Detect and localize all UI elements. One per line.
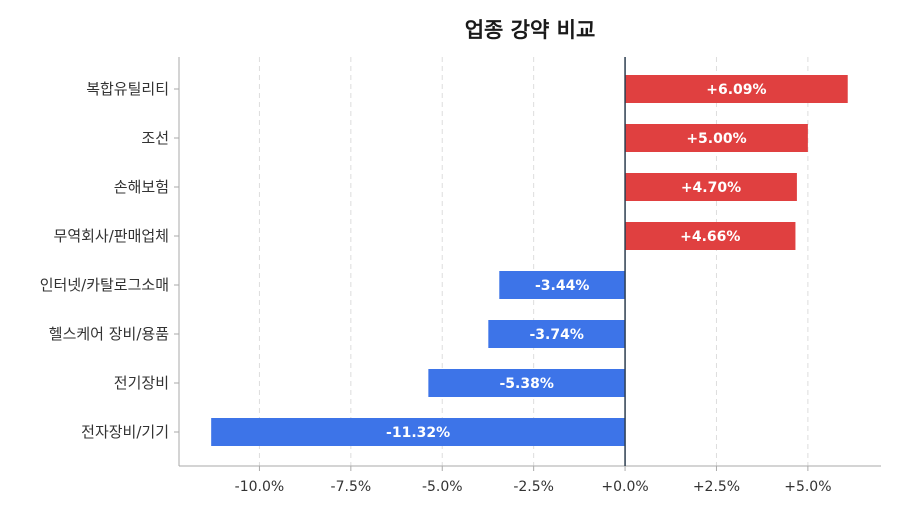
category-label: 인터넷/카탈로그소매	[40, 276, 169, 294]
chart-title: 업종 강약 비교	[465, 18, 596, 42]
bar	[488, 320, 626, 348]
bar	[625, 222, 796, 250]
category-label: 전자장비/기기	[81, 423, 169, 441]
grid-lines	[258, 57, 809, 466]
value-label: -3.44%	[535, 278, 589, 294]
value-label: -11.32%	[386, 425, 450, 441]
category-label: 조선	[141, 129, 169, 147]
value-label: +5.00%	[686, 131, 746, 147]
category-label: 헬스케어 장비/용품	[49, 325, 169, 343]
category-label: 전기장비	[114, 374, 169, 392]
bar	[625, 124, 808, 152]
x-tick-label: +0.0%	[601, 479, 648, 495]
category-label: 복합유틸리티	[86, 80, 169, 98]
labels: -10.0% -7.5% -5.0% -2.5% +0.0% +2.5% +5.0% 복합유틸…	[40, 80, 832, 495]
x-tick-label: -7.5%	[331, 479, 372, 495]
axes	[174, 57, 881, 471]
x-tick-label: -5.0%	[422, 479, 463, 495]
bars	[211, 75, 848, 446]
bar	[211, 418, 626, 446]
value-label: +6.09%	[706, 82, 766, 98]
x-tick-label: -10.0%	[235, 479, 285, 495]
category-label: 손해보험	[114, 178, 169, 196]
bar	[428, 369, 626, 397]
x-tick-label: +5.0%	[784, 479, 831, 495]
value-label: -3.74%	[529, 327, 583, 343]
value-label: +4.66%	[680, 229, 740, 245]
x-tick-label: +2.5%	[693, 479, 740, 495]
value-label: +4.70%	[681, 180, 741, 196]
bar	[625, 75, 848, 103]
value-label: -5.38%	[500, 376, 554, 392]
bar	[499, 271, 626, 299]
x-tick-label: -2.5%	[513, 479, 554, 495]
bar	[625, 173, 797, 201]
category-label: 무역회사/판매업체	[54, 227, 169, 245]
